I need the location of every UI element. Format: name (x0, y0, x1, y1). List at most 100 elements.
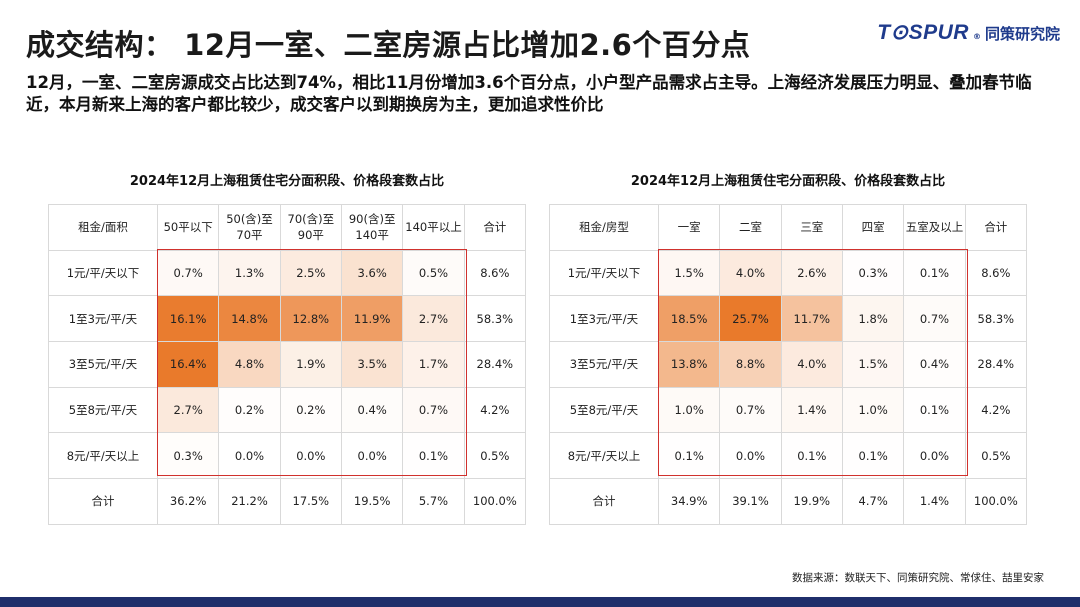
row-header: 合计 (48, 478, 158, 525)
data-cell: 14.8% (218, 295, 281, 343)
data-cell: 0.1% (903, 249, 966, 297)
roomtype-price-heatmap-table: 租金/房型 一室 二室 三室 四室 五室及以上 合计 1元/平/天以下 1.5% 4.0% 2.6%… (549, 204, 1028, 525)
data-cell: 0.0% (218, 432, 281, 480)
data-cell: 0.3% (156, 432, 220, 480)
data-cell: 2.7% (402, 295, 465, 343)
data-cell: 4.8% (218, 341, 281, 388)
data-cell: 1.4% (903, 478, 966, 525)
data-cell: 3.5% (340, 341, 404, 388)
logo-institute: 同策研究院 (984, 25, 1060, 43)
data-cell: 0.7% (903, 295, 966, 343)
column-header: 合计 (964, 204, 1028, 251)
data-cell: 3.6% (340, 249, 404, 297)
data-cell: 0.5% (964, 432, 1028, 480)
bottom-bar (0, 597, 1080, 607)
page-subtitle: 12月，一室、二室房源成交占比达到74%，相比11月份增加3.6个百分点，小户型… (26, 73, 1032, 114)
data-cell: 0.2% (279, 386, 342, 434)
data-cell: 5.7% (402, 478, 465, 525)
row-header: 1元/平/天以下 (549, 249, 659, 297)
data-cell: 4.0% (719, 249, 782, 297)
data-cell: 0.7% (156, 249, 220, 297)
header-row: 租金/房型 一室 二室 三室 四室 五室及以上 合计 (549, 204, 1028, 251)
table-row: 1元/平/天以下 1.5% 4.0% 2.6% 0.3% 0.1% 8.6% (549, 249, 1028, 297)
table-row: 合计 34.9% 39.1% 19.9% 4.7% 1.4% 100.0% (549, 478, 1028, 525)
column-header: 合计 (463, 204, 527, 251)
data-cell: 0.4% (340, 386, 404, 434)
data-cell: 4.7% (841, 478, 905, 525)
row-header: 1至3元/平/天 (549, 295, 659, 343)
data-cell: 4.0% (780, 341, 843, 388)
row-header: 5至8元/平/天 (549, 386, 659, 434)
data-cell: 0.1% (841, 432, 905, 480)
row-header: 5至8元/平/天 (48, 386, 158, 434)
data-cell: 0.1% (780, 432, 843, 480)
data-cell: 2.5% (279, 249, 342, 297)
data-cell: 1.7% (402, 341, 465, 388)
right-table-title: 2024年12月上海租赁住宅分面积段、价格段套数占比 (630, 174, 946, 189)
data-cell: 0.1% (657, 432, 721, 480)
data-cell: 0.0% (719, 432, 782, 480)
data-cell: 11.7% (780, 295, 843, 343)
data-cell: 28.4% (463, 341, 527, 388)
left-table-title: 2024年12月上海租赁住宅分面积段、价格段套数占比 (129, 174, 445, 189)
data-cell: 4.2% (964, 386, 1028, 434)
column-header: 70(含)至 90平 (279, 204, 342, 251)
table-row: 1至3元/平/天 16.1% 14.8% 12.8% 11.9% 2.7% 58.3% (48, 295, 527, 343)
data-cell: 0.0% (279, 432, 342, 480)
column-header: 90(含)至 140平 (340, 204, 404, 251)
data-cell: 100.0% (964, 478, 1028, 525)
column-header: 一室 (657, 204, 721, 251)
data-cell: 0.0% (340, 432, 404, 480)
data-cell: 28.4% (964, 341, 1028, 388)
row-header: 8元/平/天以上 (549, 432, 659, 480)
data-cell: 0.7% (719, 386, 782, 434)
data-cell: 16.4% (156, 341, 220, 388)
row-header: 3至5元/平/天 (48, 341, 158, 388)
data-cell: 19.5% (340, 478, 404, 525)
data-cell: 1.4% (780, 386, 843, 434)
data-cell: 8.6% (964, 249, 1028, 297)
data-cell: 0.0% (903, 432, 966, 480)
table-row: 1至3元/平/天 18.5% 25.7% 11.7% 1.8% 0.7% 58.3% (549, 295, 1028, 343)
column-header: 50(含)至 70平 (218, 204, 281, 251)
table-row: 8元/平/天以上 0.3% 0.0% 0.0% 0.0% 0.1% 0.5% (48, 432, 527, 480)
data-cell: 2.7% (156, 386, 220, 434)
table-row: 3至5元/平/天 13.8% 8.8% 4.0% 1.5% 0.4% 28.4% (549, 341, 1028, 388)
data-cell: 36.2% (156, 478, 220, 525)
column-header: 50平以下 (156, 204, 220, 251)
brand-logo: T⊙SPUR ® 同策研究院 (877, 20, 1060, 45)
data-cell: 13.8% (657, 341, 721, 388)
data-cell: 1.8% (841, 295, 905, 343)
column-header: 二室 (719, 204, 782, 251)
data-cell: 1.9% (279, 341, 342, 388)
data-cell: 0.5% (402, 249, 465, 297)
data-cell: 19.9% (780, 478, 843, 525)
data-cell: 1.0% (657, 386, 721, 434)
table-row: 1元/平/天以下 0.7% 1.3% 2.5% 3.6% 0.5% 8.6% (48, 249, 527, 297)
data-cell: 18.5% (657, 295, 721, 343)
data-cell: 17.5% (279, 478, 342, 525)
area-price-heatmap-table: 租金/面积 50平以下 50(含)至 70平 70(含)至 90平 90(含)至 140… (48, 204, 527, 525)
data-cell: 25.7% (719, 295, 782, 343)
row-header: 合计 (549, 478, 659, 525)
column-header: 140平以上 (402, 204, 465, 251)
table-row: 5至8元/平/天 1.0% 0.7% 1.4% 1.0% 0.1% 4.2% (549, 386, 1028, 434)
row-header: 8元/平/天以上 (48, 432, 158, 480)
data-cell: 39.1% (719, 478, 782, 525)
data-cell: 58.3% (463, 295, 527, 343)
logo-registered-mark: ® (972, 32, 981, 41)
data-cell: 12.8% (279, 295, 342, 343)
data-cell: 4.2% (463, 386, 527, 434)
corner-header: 租金/房型 (549, 204, 659, 251)
data-cell: 0.5% (463, 432, 527, 480)
logo-brand: T⊙SPUR (877, 21, 969, 44)
table-row: 8元/平/天以上 0.1% 0.0% 0.1% 0.1% 0.0% 0.5% (549, 432, 1028, 480)
row-header: 1至3元/平/天 (48, 295, 158, 343)
data-cell: 0.7% (402, 386, 465, 434)
data-cell: 34.9% (657, 478, 721, 525)
table-row: 3至5元/平/天 16.4% 4.8% 1.9% 3.5% 1.7% 28.4% (48, 341, 527, 388)
data-cell: 1.3% (218, 249, 281, 297)
column-header: 三室 (780, 204, 843, 251)
corner-header: 租金/面积 (48, 204, 158, 251)
data-cell: 0.4% (903, 341, 966, 388)
